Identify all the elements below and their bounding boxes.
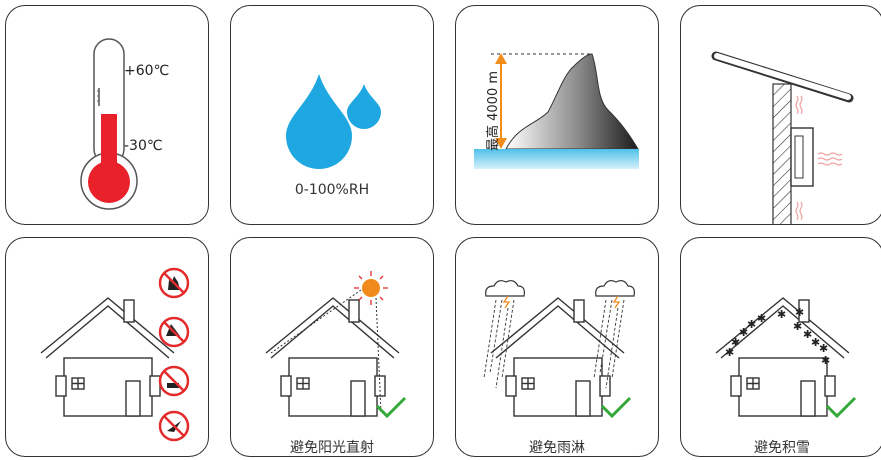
svg-text:✱: ✱ xyxy=(747,318,756,331)
mounting-card xyxy=(680,5,881,225)
wall-mounted-inverter-icon xyxy=(711,51,854,224)
temperature-card: +60℃ -30℃ xyxy=(5,5,209,225)
mountain-altitude-icon xyxy=(474,53,639,169)
avoid-sunlight-card: 避免阳光直射 xyxy=(230,237,434,457)
hazards-card xyxy=(5,237,209,457)
svg-text:✱: ✱ xyxy=(739,326,748,339)
svg-text:✱: ✱ xyxy=(819,342,828,355)
min-temperature-label: -30℃ xyxy=(124,138,163,154)
svg-text:✱: ✱ xyxy=(811,336,820,349)
humidity-card: 0-100%RH xyxy=(230,5,434,225)
altitude-card: 最高 4000 m xyxy=(455,5,659,225)
avoid-snow-label: 避免积雪 xyxy=(754,440,810,456)
svg-text:✱: ✱ xyxy=(803,328,812,341)
svg-text:✱: ✱ xyxy=(777,308,786,321)
house-sun-icon xyxy=(265,271,407,419)
thermometer-icon xyxy=(80,38,138,210)
max-temperature-label: +60℃ xyxy=(124,63,170,79)
altitude-label: 最高 4000 m xyxy=(486,70,501,151)
avoid-rain-card: 避免雨淋 xyxy=(455,237,659,457)
humidity-label: 0-100%RH xyxy=(294,182,370,198)
svg-text:✱: ✱ xyxy=(793,320,802,333)
house-rain-icon xyxy=(483,280,635,419)
svg-text:✱: ✱ xyxy=(795,306,804,319)
svg-text:✱: ✱ xyxy=(821,354,830,367)
avoid-snow-card: ✱ ✱ ✱ ✱ ✱ ✱ ✱ ✱ ✱ ✱ ✱ ✱ 避免积雪 xyxy=(680,237,881,457)
water-drop-icon xyxy=(286,74,381,169)
house-hazards-icon xyxy=(40,267,190,442)
avoid-rain-label: 避免雨淋 xyxy=(529,440,585,456)
svg-text:✱: ✱ xyxy=(731,336,740,349)
svg-text:✱: ✱ xyxy=(725,346,734,359)
house-snow-icon: ✱✱✱ ✱✱✱ ✱✱✱ ✱✱✱ xyxy=(715,297,857,419)
avoid-sunlight-label: 避免阳光直射 xyxy=(290,440,374,456)
svg-text:✱: ✱ xyxy=(757,312,766,325)
